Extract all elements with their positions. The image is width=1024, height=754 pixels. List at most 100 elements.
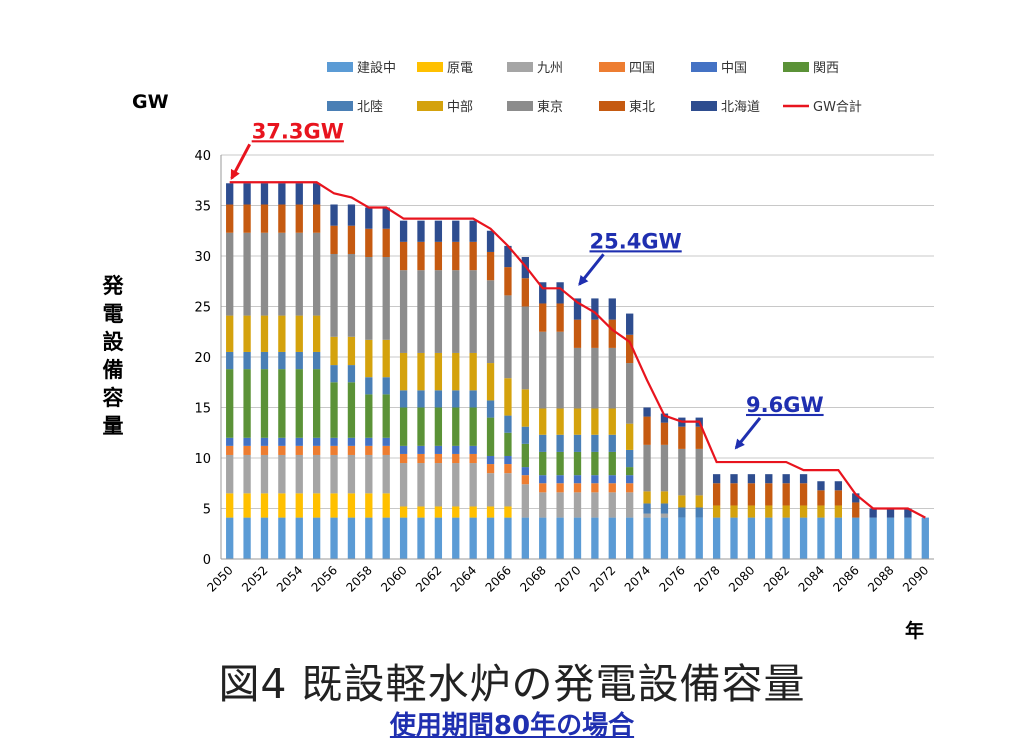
- figure-subtitle: 使用期間80年の場合: [389, 711, 635, 741]
- bar-segment: [817, 505, 825, 518]
- bar-segment: [243, 445, 251, 455]
- bar-segment: [278, 369, 286, 438]
- bar-segment: [330, 437, 338, 446]
- bar-segment: [434, 407, 443, 446]
- bar-segment: [452, 352, 460, 391]
- x-tick-label: 2090: [900, 563, 931, 594]
- bar-segment: [539, 483, 547, 493]
- bar-segment: [295, 445, 303, 455]
- bar-segment: [365, 228, 373, 258]
- bar-segment: [278, 315, 286, 352]
- annotation-arrow: [578, 253, 605, 286]
- bar-segment: [399, 390, 408, 408]
- x-tick-label: 2066: [483, 563, 514, 594]
- bar-segment: [695, 426, 703, 449]
- bar-segment: [330, 382, 338, 438]
- bar-segment: [486, 455, 495, 465]
- bar-segment: [452, 390, 460, 408]
- bar-segment: [399, 241, 408, 271]
- bar-segment: [521, 389, 529, 427]
- x-tick-label: 2058: [343, 563, 374, 594]
- bar-segment: [399, 445, 408, 454]
- bar-segment: [469, 407, 477, 446]
- bar-segment: [434, 453, 443, 464]
- bar-segment: [382, 394, 390, 438]
- bar-segment: [312, 454, 321, 494]
- bar-segment: [573, 475, 582, 484]
- bar-segment: [469, 270, 477, 353]
- bar-segment: [573, 517, 582, 559]
- bar-segment: [278, 183, 286, 205]
- bar-segment: [660, 413, 669, 423]
- bar-segment: [312, 437, 321, 446]
- bar-segment: [312, 517, 321, 559]
- bar-segment: [626, 492, 634, 518]
- bar-segment: [243, 454, 251, 494]
- y-axis-label-char: 備: [103, 358, 124, 382]
- bar-segment: [469, 241, 477, 271]
- legend-swatch: [783, 62, 809, 72]
- bar-segment: [643, 517, 651, 559]
- bar-segment: [573, 492, 582, 518]
- bar-segment: [399, 407, 408, 446]
- bar-segment: [452, 270, 460, 353]
- bar-segment: [643, 503, 651, 514]
- bar-segment: [278, 351, 286, 370]
- annotation-label: 37.3GW: [252, 119, 344, 143]
- bar-segment: [504, 464, 512, 474]
- bar-segment: [365, 377, 373, 395]
- bar-segment: [295, 183, 303, 205]
- bar-segment: [817, 481, 825, 491]
- legend-entry: GW合計: [813, 99, 862, 115]
- bar-segment: [591, 319, 599, 348]
- bar-segment: [417, 407, 425, 446]
- bar-segment: [799, 505, 808, 518]
- bar-segment: [782, 474, 790, 484]
- bar-segment: [504, 267, 512, 296]
- bar-segment: [434, 445, 443, 454]
- bar-segment: [608, 298, 616, 320]
- bar-segment: [539, 492, 547, 518]
- bar-segment: [399, 463, 408, 507]
- bar-segment: [747, 517, 756, 559]
- bar-segment: [678, 507, 686, 518]
- bar-segment: [452, 241, 460, 271]
- bar-segment: [312, 315, 321, 352]
- bar-segment: [799, 517, 808, 559]
- bar-segment: [382, 517, 390, 559]
- bar-segment: [226, 369, 234, 438]
- bar-segment: [330, 517, 338, 559]
- legend-swatch: [417, 101, 443, 111]
- x-tick-label: 2078: [691, 563, 722, 594]
- bar-segment: [260, 493, 269, 518]
- legend-entry: 北陸: [357, 99, 383, 115]
- bar-segment: [226, 517, 234, 559]
- bar-segment: [260, 437, 269, 446]
- bar-segment: [799, 474, 808, 484]
- bar-segment: [852, 493, 860, 503]
- bar-segment: [330, 454, 338, 494]
- bar-segment: [834, 481, 843, 491]
- bar-segment: [556, 492, 564, 518]
- bar-segment: [573, 434, 582, 452]
- bar-segment: [886, 517, 895, 559]
- bar-segment: [399, 453, 408, 464]
- bar-segment: [799, 483, 808, 506]
- bar-segment: [382, 207, 390, 229]
- bar-segment: [312, 204, 321, 233]
- y-tick-label: 35: [194, 200, 211, 215]
- bar-segment: [434, 270, 443, 353]
- bar-segment: [399, 506, 408, 518]
- y-tick-label: 0: [203, 553, 211, 568]
- bar-segment: [469, 517, 477, 559]
- bar-segment: [765, 474, 773, 484]
- bar-segment: [539, 475, 547, 484]
- bar-segment: [347, 493, 356, 518]
- bar-segment: [573, 298, 582, 320]
- y-tick-label: 10: [194, 452, 211, 467]
- bar-segment: [226, 183, 234, 205]
- bar-segment: [608, 517, 616, 559]
- bar-segment: [643, 407, 651, 417]
- bar-segment: [608, 492, 616, 518]
